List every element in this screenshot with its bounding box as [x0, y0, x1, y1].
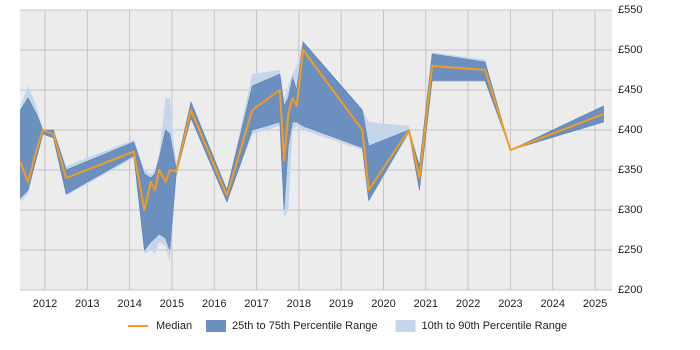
- legend-label: 25th to 75th Percentile Range: [232, 320, 378, 332]
- legend-label: 10th to 90th Percentile Range: [422, 320, 568, 332]
- x-tick-label: 2024: [541, 298, 565, 310]
- median-line: [19, 49, 604, 211]
- x-tick-label: 2019: [329, 298, 353, 310]
- x-tick-label: 2017: [244, 298, 268, 310]
- x-tick-label: 2021: [414, 298, 438, 310]
- x-tick-label: 2023: [498, 298, 522, 310]
- percentile-band: [20, 41, 604, 251]
- y-tick-label: £500: [618, 44, 642, 56]
- x-tick-label: 2015: [160, 298, 184, 310]
- x-tick-label: 2014: [117, 298, 141, 310]
- x-tick-label: 2018: [287, 298, 311, 310]
- x-tick-label: 2025: [583, 298, 607, 310]
- legend-label: Median: [156, 320, 192, 332]
- y-tick-label: £450: [618, 84, 642, 96]
- x-tick-label: 2022: [456, 298, 480, 310]
- x-tick-label: 2020: [371, 298, 395, 310]
- y-tick-label: £550: [618, 4, 642, 16]
- x-tick-label: 2013: [75, 298, 99, 310]
- legend-swatch: [395, 320, 416, 332]
- y-tick-label: £200: [618, 284, 642, 296]
- y-tick-label: £300: [618, 204, 642, 216]
- y-tick-label: £350: [618, 164, 642, 176]
- x-tick-label: 2016: [202, 298, 226, 310]
- legend-swatch: [206, 320, 226, 332]
- y-tick-label: £400: [618, 124, 642, 136]
- y-tick-label: £250: [618, 244, 642, 256]
- x-tick-label: 2012: [33, 298, 57, 310]
